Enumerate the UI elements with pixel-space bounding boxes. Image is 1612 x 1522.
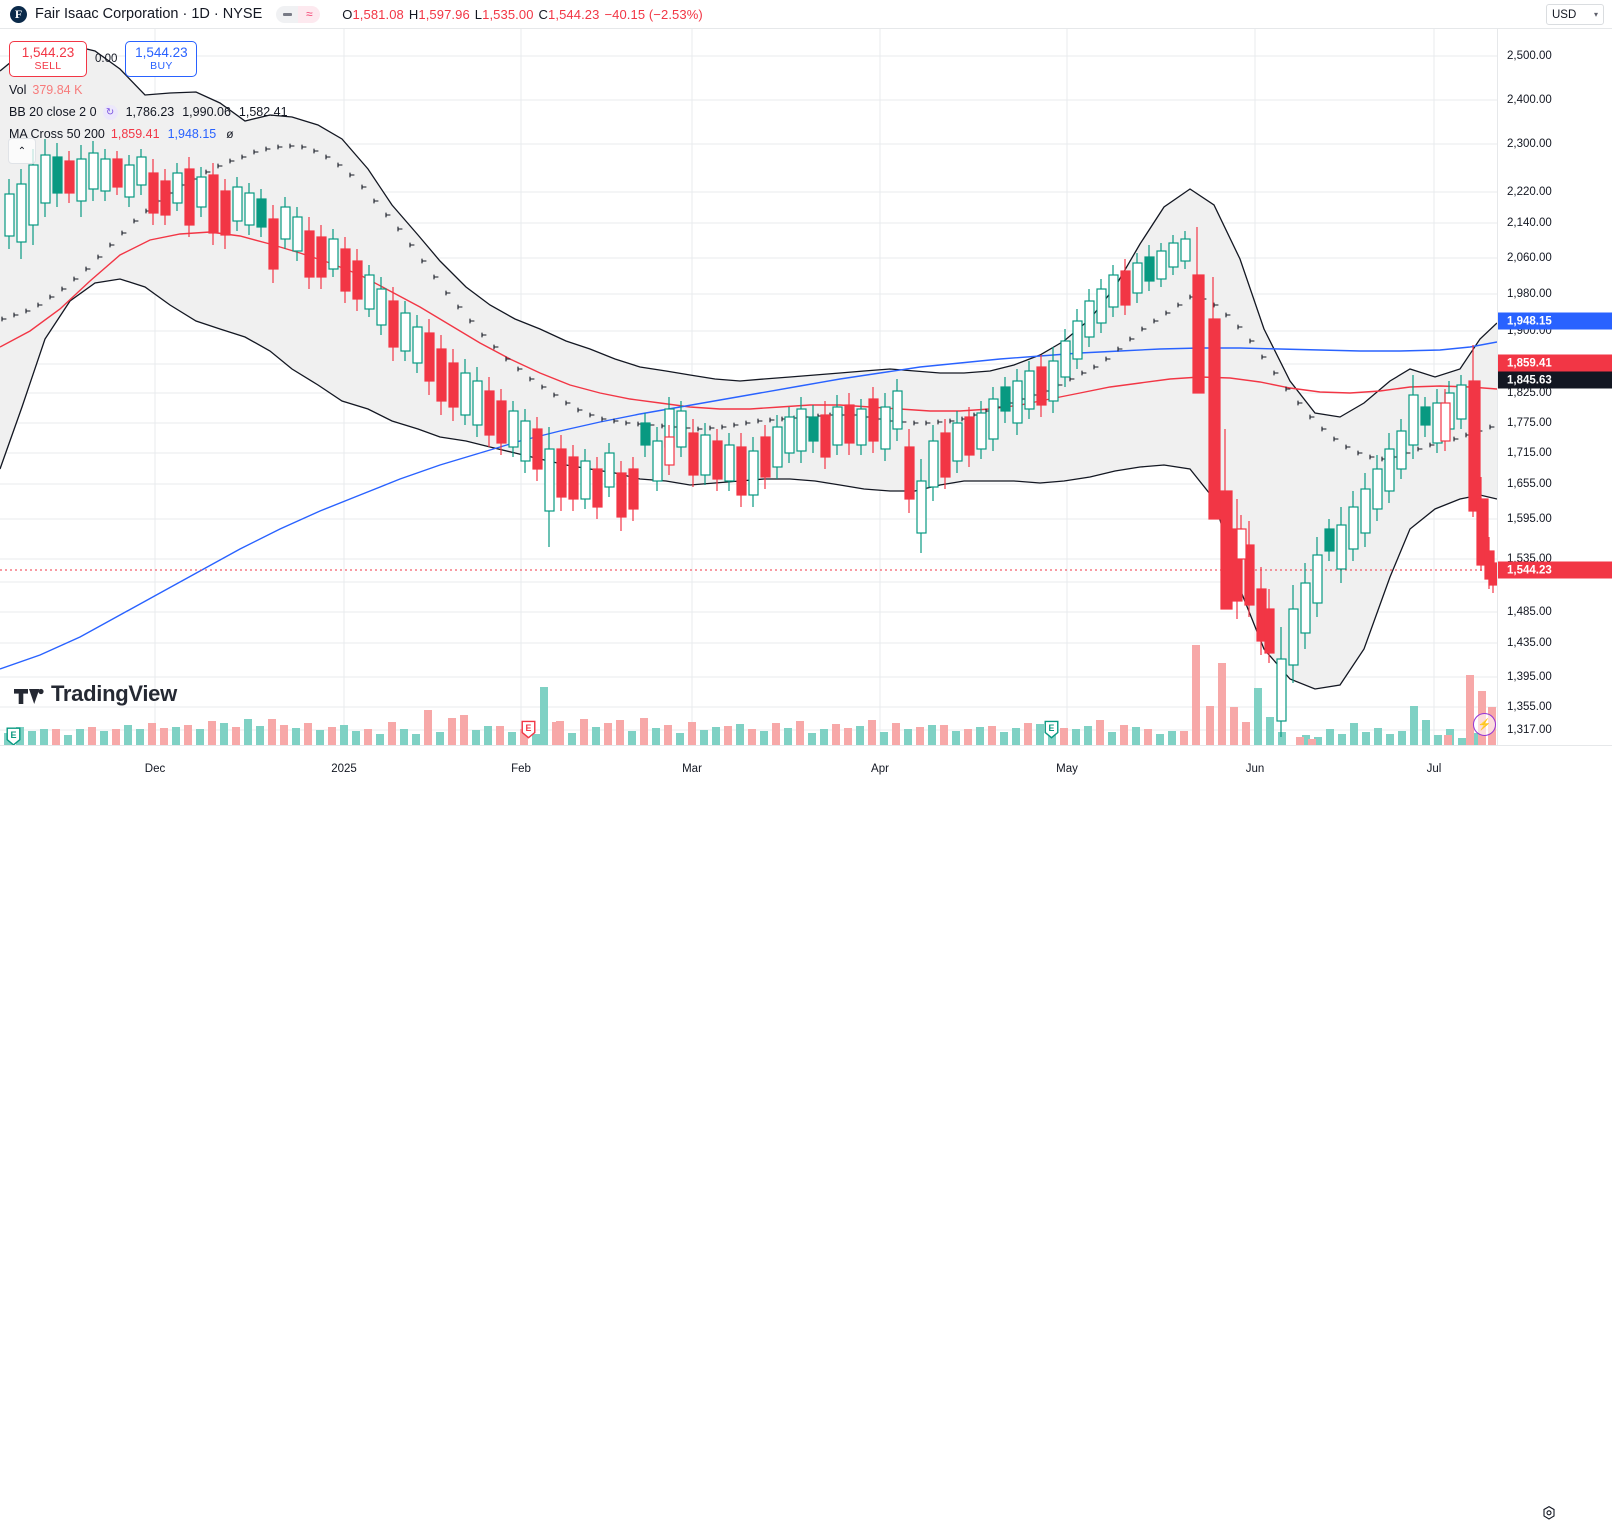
- ohlc-close-label: C: [538, 6, 549, 22]
- ohlc-open-label: O: [342, 6, 353, 22]
- price-axis-tick: 1,355.00: [1507, 701, 1552, 713]
- chart-header: F Fair Isaac Corporation · 1D · NYSE ≈ O…: [0, 0, 1612, 29]
- time-axis-tick: Apr: [871, 763, 889, 775]
- time-axis-tick: Mar: [682, 763, 702, 775]
- symbol-logo-icon: F: [10, 5, 27, 23]
- earnings-marker[interactable]: E: [1044, 718, 1059, 739]
- earnings-badge-icon: E: [1044, 720, 1059, 739]
- bar-style-icon[interactable]: [276, 5, 299, 23]
- earnings-marker[interactable]: E: [521, 718, 536, 739]
- ohlc-high-value: 1,597.96: [418, 6, 470, 22]
- bb-price-tag[interactable]: 1,845.63: [1498, 371, 1612, 389]
- price-axis-tick: 1,715.00: [1507, 447, 1552, 459]
- currency-label: USD: [1552, 8, 1577, 21]
- ohlc-change: −40.15 (−2.53%): [604, 6, 703, 22]
- gear-icon[interactable]: [1539, 1503, 1558, 1522]
- time-axis[interactable]: Dec 2025 Feb Mar Apr May Jun Jul: [0, 745, 1612, 1520]
- price-axis[interactable]: 2,500.00 2,400.00 2,300.00 2,220.00 2,140.00…: [1497, 29, 1612, 745]
- collapse-legend-button[interactable]: ⌃: [8, 138, 36, 164]
- time-axis-tick: Jul: [1426, 763, 1442, 775]
- ohlc-readout: O1,581.08 H1,597.96 L1,535.00 C1,544.23 −40.…: [342, 7, 703, 22]
- ohlc-open-value: 1,581.08: [352, 6, 404, 22]
- ma50-line: [0, 231, 1497, 412]
- chevron-down-icon: ▾: [1593, 10, 1598, 19]
- price-axis-tick: 1,655.00: [1507, 478, 1552, 490]
- price-axis-tick: 2,500.00: [1507, 50, 1552, 62]
- chart-style-toggles[interactable]: ≈: [276, 5, 321, 23]
- lightning-icon[interactable]: ⚡: [1473, 713, 1496, 736]
- wave-style-icon[interactable]: ≈: [298, 5, 321, 23]
- tradingview-watermark: TradingView: [14, 681, 177, 707]
- svg-text:E: E: [1049, 723, 1055, 733]
- price-axis-tick: 2,220.00: [1507, 186, 1552, 198]
- price-axis-tick: 1,317.00: [1507, 724, 1552, 736]
- price-axis-tick: 2,060.00: [1507, 252, 1552, 264]
- price-axis-tick: 1,485.00: [1507, 606, 1552, 618]
- time-axis-tick: Feb: [511, 763, 531, 775]
- last-price-tag[interactable]: 1,544.23: [1498, 561, 1612, 579]
- tradingview-wordmark: TradingView: [51, 681, 177, 706]
- price-axis-tick: 1,775.00: [1507, 417, 1552, 429]
- price-axis-tick: 1,395.00: [1507, 671, 1552, 683]
- gear-glyph: [1542, 1505, 1555, 1520]
- earnings-badge-icon: E: [6, 727, 21, 745]
- currency-selector[interactable]: USD ▾: [1546, 4, 1604, 25]
- time-axis-tick: 2025: [331, 763, 357, 775]
- time-axis-tick: May: [1056, 763, 1078, 775]
- price-axis-tick: 1,595.00: [1507, 513, 1552, 525]
- chart-plot-area[interactable]: E E E: [0, 29, 1497, 745]
- ohlc-low-value: 1,535.00: [482, 6, 534, 22]
- ma50-price-tag[interactable]: 1,859.41: [1498, 354, 1612, 372]
- chart-canvas: [0, 29, 1497, 745]
- svg-text:E: E: [526, 723, 532, 733]
- time-axis-tick: Jun: [1245, 763, 1265, 775]
- ohlc-low-label: L: [474, 6, 483, 22]
- ohlc-close-value: 1,544.23: [548, 6, 600, 22]
- time-axis-tick: Dec: [144, 763, 166, 775]
- symbol-title[interactable]: Fair Isaac Corporation · 1D · NYSE: [35, 6, 263, 22]
- price-axis-tick: 2,400.00: [1507, 94, 1552, 106]
- earnings-badge-icon: E: [521, 720, 536, 739]
- candlesticks: [4, 139, 1497, 737]
- tradingview-logo-icon: [14, 688, 44, 704]
- price-axis-tick: 2,140.00: [1507, 217, 1552, 229]
- earnings-marker[interactable]: E: [6, 726, 21, 745]
- svg-text:E: E: [10, 730, 16, 740]
- volume-bars: [4, 645, 1496, 745]
- chevron-up-icon: ⌃: [17, 145, 27, 157]
- price-axis-tick: 1,980.00: [1507, 288, 1552, 300]
- ma200-price-tag[interactable]: 1,948.15: [1498, 312, 1612, 330]
- price-axis-tick: 1,825.00: [1507, 387, 1552, 399]
- ohlc-high-label: H: [408, 6, 419, 22]
- price-axis-tick: 2,300.00: [1507, 138, 1552, 150]
- ma200-line: [0, 341, 1497, 670]
- price-axis-tick: 1,435.00: [1507, 637, 1552, 649]
- bollinger-upper-line: [0, 44, 1497, 418]
- bollinger-band-fill: [0, 45, 1497, 689]
- lightning-glyph: ⚡: [1477, 719, 1492, 731]
